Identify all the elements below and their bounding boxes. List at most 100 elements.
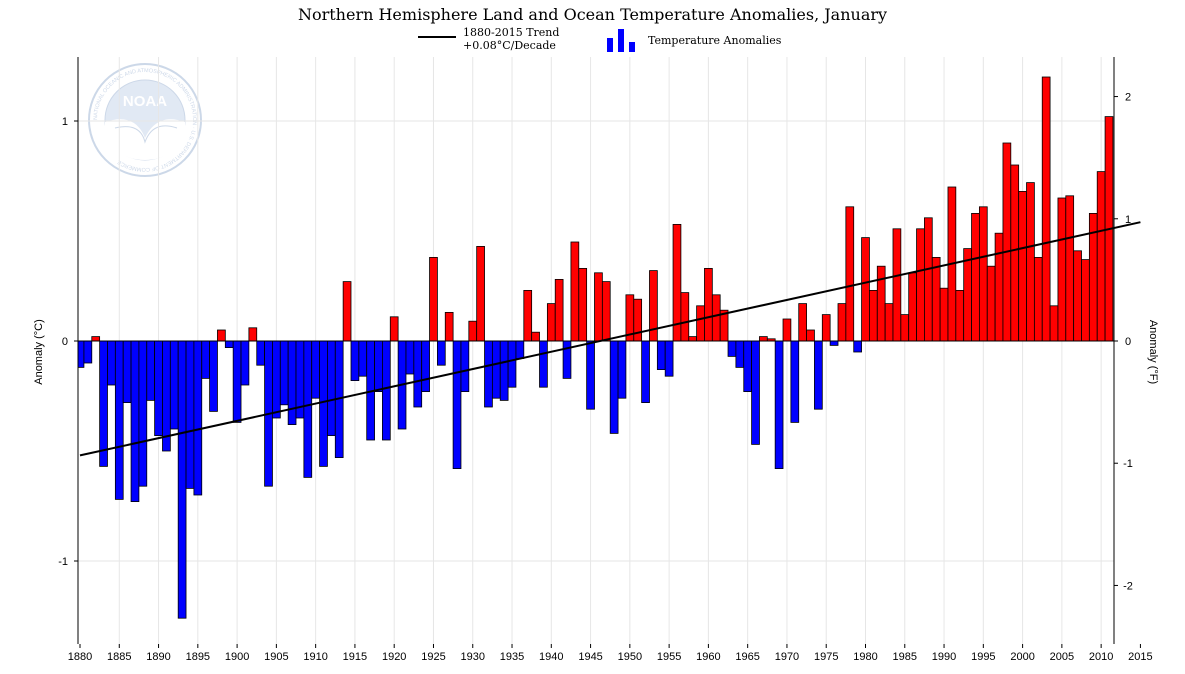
y-tick-label-right: -2 — [1123, 580, 1133, 592]
y-tick-label-right: -1 — [1123, 458, 1133, 470]
bar-1901 — [240, 340, 250, 386]
bar-1934 — [499, 340, 509, 401]
x-tick-label: 1905 — [264, 651, 288, 663]
bar-1966 — [751, 340, 760, 445]
bar-1976 — [829, 340, 839, 346]
bar-1984 — [892, 228, 902, 342]
bar-1957 — [680, 292, 690, 342]
bar-1898 — [217, 329, 226, 342]
bar-1948 — [609, 340, 619, 434]
noaa-logo: NOAA NATIONAL OCEANIC AND ATMOSPHERIC AD… — [88, 63, 202, 177]
bar-1996 — [986, 265, 996, 342]
bar-2007 — [1073, 250, 1082, 342]
bar-1935 — [507, 340, 517, 388]
bar-1930 — [468, 320, 478, 342]
legend-trend-label: 1880-2015 Trend — [463, 26, 559, 39]
bars — [77, 76, 1114, 619]
bar-2010 — [1096, 171, 1106, 342]
bar-1918 — [374, 340, 383, 392]
bar-1932 — [484, 340, 493, 408]
legend-bars-icon — [607, 29, 635, 52]
bar-2008 — [1081, 259, 1090, 342]
bar-2003 — [1041, 76, 1051, 342]
bar-1979 — [853, 340, 862, 353]
bar-1980 — [861, 237, 870, 342]
bar-1894 — [185, 340, 195, 489]
bar-1914 — [342, 281, 352, 342]
y-tick-label-right: 0 — [1125, 336, 1131, 348]
bar-1952 — [641, 340, 650, 403]
bar-1964 — [735, 340, 745, 368]
noaa-logo-text: NOAA — [123, 93, 167, 110]
bar-1970 — [782, 318, 792, 342]
y-tick-label-right: 2 — [1125, 92, 1131, 104]
bar-1891 — [162, 340, 171, 452]
bar-1895 — [193, 340, 203, 496]
bar-1959 — [696, 305, 705, 342]
bar-1922 — [405, 340, 415, 375]
bar-1987 — [916, 228, 925, 342]
bar-1949 — [617, 340, 627, 399]
bar-1896 — [201, 340, 211, 379]
bar-1906 — [279, 340, 289, 406]
bar-2005 — [1057, 197, 1067, 342]
bar-1974 — [814, 340, 823, 410]
y-ticks-left: 1 0 -1 — [58, 116, 78, 568]
bar-1893 — [177, 340, 187, 619]
x-tick-label: 1980 — [853, 651, 877, 663]
bar-1955 — [664, 340, 674, 377]
bar-1954 — [656, 340, 666, 371]
x-tick-label: 1955 — [657, 651, 681, 663]
x-tick-label: 1930 — [461, 651, 485, 663]
bar-1972 — [798, 303, 807, 342]
bar-1989 — [931, 256, 941, 342]
bar-1965 — [743, 340, 752, 392]
bar-1881 — [83, 340, 93, 364]
bar-1911 — [319, 340, 328, 467]
bar-1997 — [994, 232, 1004, 342]
bar-1940 — [546, 303, 556, 342]
y-tick-label-left: 0 — [62, 336, 68, 348]
bar-1887 — [130, 340, 140, 503]
bar-2006 — [1065, 195, 1075, 342]
x-tick-label: 1960 — [696, 651, 720, 663]
bar-1985 — [900, 314, 910, 342]
legend: 1880-2015 Trend +0.08°C/Decade Temperatu… — [418, 26, 782, 52]
bar-1919 — [382, 340, 391, 441]
bar-1905 — [272, 340, 281, 419]
x-tick-label: 1885 — [107, 651, 131, 663]
y-axis-label-right: Anomaly (°F) — [1147, 320, 1159, 384]
x-tick-label: 1975 — [814, 651, 838, 663]
bar-1986 — [908, 272, 917, 342]
bar-1963 — [727, 340, 737, 357]
y-ticks-right: 2 1 0 -1 -2 — [1114, 92, 1133, 592]
bar-1880 — [77, 340, 85, 368]
bar-1999 — [1010, 164, 1020, 342]
bar-2002 — [1033, 256, 1043, 342]
bar-1993 — [963, 248, 972, 342]
bar-1936 — [515, 340, 525, 360]
bar-1939 — [539, 340, 548, 388]
bar-1909 — [303, 340, 313, 478]
bar-1975 — [821, 314, 831, 342]
bar-1886 — [122, 340, 132, 403]
trend-line — [79, 221, 1141, 457]
x-tick-label: 2010 — [1089, 651, 1113, 663]
x-tick-label: 1945 — [578, 651, 602, 663]
bar-1977 — [837, 303, 847, 342]
bar-1944 — [578, 267, 588, 342]
bar-1885 — [114, 340, 124, 500]
bar-1943 — [570, 241, 580, 342]
bar-1967 — [759, 336, 768, 342]
x-tick-label: 1990 — [932, 651, 956, 663]
bar-1889 — [146, 340, 156, 401]
bar-1978 — [845, 206, 855, 342]
x-tick-label: 1920 — [382, 651, 406, 663]
bar-1933 — [491, 340, 501, 399]
legend-bars-label: Temperature Anomalies — [648, 34, 782, 47]
bar-1916 — [358, 340, 368, 377]
bar-1983 — [884, 303, 894, 342]
bar-1946 — [594, 272, 603, 342]
bar-1912 — [327, 340, 336, 436]
